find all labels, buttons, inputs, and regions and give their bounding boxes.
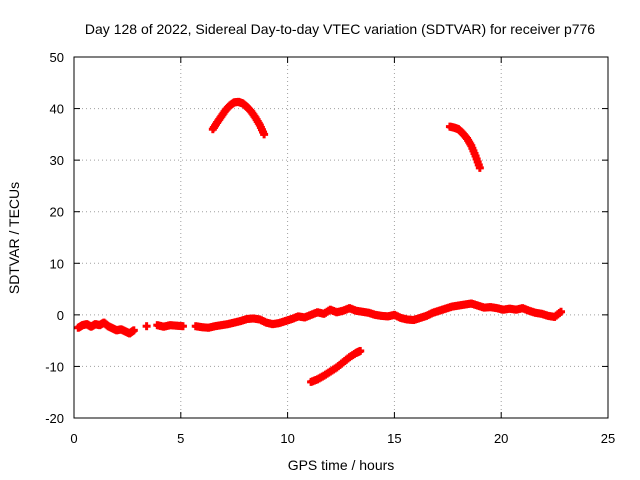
x-axis-label: GPS time / hours bbox=[288, 457, 395, 473]
chart-title: Day 128 of 2022, Sidereal Day-to-day VTE… bbox=[85, 21, 595, 37]
y-tick-label: 20 bbox=[50, 205, 64, 220]
y-tick-label: 40 bbox=[50, 102, 64, 117]
plot-frame bbox=[73, 56, 609, 419]
y-tick-label: -10 bbox=[45, 359, 64, 374]
data-point bbox=[557, 307, 566, 316]
data-point bbox=[178, 322, 187, 331]
y-tick-label: 0 bbox=[57, 308, 64, 323]
data-point bbox=[356, 346, 365, 355]
grid bbox=[74, 57, 608, 418]
data-point bbox=[475, 163, 484, 172]
x-tick-label: 5 bbox=[177, 431, 184, 446]
x-tick-label: 20 bbox=[494, 431, 508, 446]
y-tick-label: 30 bbox=[50, 153, 64, 168]
data-point bbox=[260, 130, 269, 139]
y-tick-label: -20 bbox=[45, 411, 64, 426]
axis-ticks: 0 5 10 15 20 25 -20 -10 0 10 20 30 40 50 bbox=[45, 50, 615, 446]
x-tick-label: 15 bbox=[387, 431, 401, 446]
data-point bbox=[129, 326, 138, 335]
data-points bbox=[74, 97, 566, 386]
y-tick-label: 50 bbox=[50, 50, 64, 65]
data-point bbox=[142, 322, 151, 331]
y-axis-label: SDTVAR / TECUs bbox=[6, 182, 22, 294]
y-tick-label: 10 bbox=[50, 256, 64, 271]
x-tick-label: 10 bbox=[280, 431, 294, 446]
x-tick-label: 0 bbox=[70, 431, 77, 446]
x-tick-label: 25 bbox=[601, 431, 615, 446]
